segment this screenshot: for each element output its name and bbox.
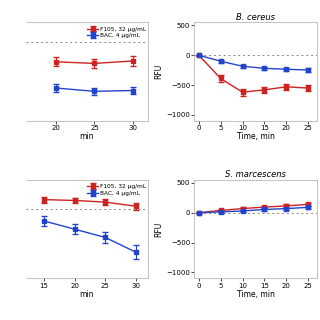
Legend: F105, 32 μg/mL, BAC, 4 μg/mL: F105, 32 μg/mL, BAC, 4 μg/mL xyxy=(86,25,148,40)
Legend: F105, 32 μg/mL, BAC, 4 μg/mL: F105, 32 μg/mL, BAC, 4 μg/mL xyxy=(86,183,148,197)
X-axis label: min: min xyxy=(80,132,94,141)
Title: S. marcescens: S. marcescens xyxy=(225,170,286,179)
X-axis label: min: min xyxy=(80,290,94,299)
Y-axis label: RFU: RFU xyxy=(155,221,164,237)
Title: B. cereus: B. cereus xyxy=(236,12,275,22)
Y-axis label: RFU: RFU xyxy=(155,64,164,79)
X-axis label: Time, min: Time, min xyxy=(237,132,275,141)
X-axis label: Time, min: Time, min xyxy=(237,290,275,299)
